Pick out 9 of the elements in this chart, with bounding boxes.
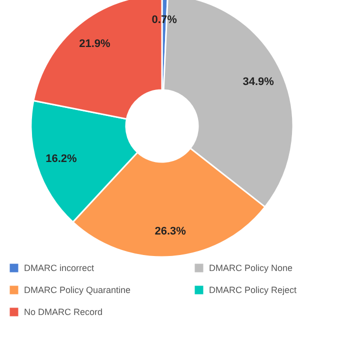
legend-label: DMARC Policy Reject [209, 285, 298, 295]
legend-label: No DMARC Record [24, 307, 103, 317]
legend-label: DMARC Policy None [209, 263, 293, 273]
data-label: 21.9% [79, 38, 110, 50]
data-label: 26.3% [154, 226, 186, 238]
legend-label: DMARC Policy Quarantine [24, 285, 131, 295]
legend-label: DMARC incorrect [24, 263, 95, 273]
data-label: 34.9% [242, 76, 274, 88]
data-label: 16.2% [46, 152, 77, 165]
